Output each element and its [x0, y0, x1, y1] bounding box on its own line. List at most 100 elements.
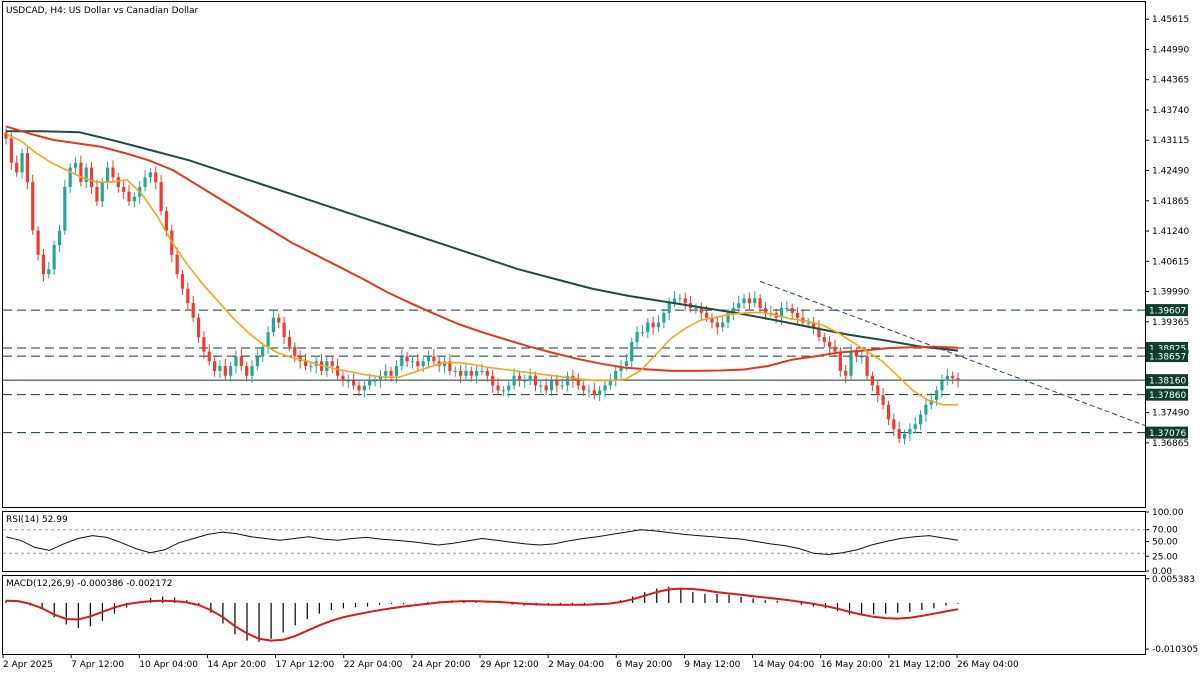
level-price-tag — [1146, 426, 1188, 439]
candle-body — [389, 370, 393, 376]
candle-body — [475, 370, 479, 376]
candle-body — [806, 322, 810, 324]
candle-body — [261, 346, 265, 357]
candle-body — [587, 390, 591, 392]
candle-body — [565, 375, 570, 386]
candle-body — [405, 356, 409, 362]
time-tick-label: 6 May 20:00 — [616, 660, 672, 670]
price-tick-label: 1.41865 — [1152, 197, 1189, 207]
candle-body — [517, 375, 522, 381]
candle-body — [576, 380, 580, 386]
candle-body — [897, 429, 901, 439]
candle-body — [4, 132, 8, 139]
candle-body — [394, 366, 399, 376]
candle-body — [20, 153, 24, 173]
candle-body — [63, 186, 67, 231]
candle-body — [36, 230, 40, 255]
candle-body — [854, 351, 858, 357]
candle-body — [608, 380, 612, 386]
candle-body — [122, 186, 126, 192]
candle-body — [512, 375, 516, 386]
candle-body — [811, 322, 816, 328]
candle-body — [694, 308, 698, 310]
level-price-tag — [1146, 350, 1188, 363]
candle-body — [416, 361, 420, 367]
candle-body — [378, 375, 382, 381]
time-tick-label: 16 May 20:00 — [821, 660, 883, 670]
candle-body — [892, 419, 896, 430]
candle-body — [731, 308, 735, 313]
candle-body — [651, 322, 655, 328]
price-pane[interactable]: 1.45615 1.44990 1.44365 1.43740 1.43115 1.424… — [2, 1, 1190, 508]
candle-body — [271, 317, 276, 333]
candle-body — [785, 308, 789, 310]
candle-body — [769, 312, 773, 314]
candle-body — [239, 356, 243, 367]
candle-body — [710, 317, 714, 323]
candle-body — [25, 153, 29, 183]
candle-body — [73, 162, 78, 168]
candle-body — [908, 429, 912, 434]
candle-body — [742, 298, 746, 304]
candle-body — [913, 424, 917, 430]
candle-body — [330, 361, 334, 367]
candle-body — [865, 356, 869, 376]
medium-moving-average-line — [5, 125, 959, 372]
candle-body — [293, 346, 297, 357]
candle-body — [346, 380, 350, 382]
candle-body — [218, 366, 222, 371]
candle-body — [448, 361, 452, 371]
candle-body — [9, 138, 13, 163]
macd-label: MACD(12,26,9) -0.000386 -0.002172 — [6, 579, 172, 589]
rsi-pane[interactable]: 100.00 70.00 50.00 25.00 0.00 RSI(14) 52.99 — [2, 508, 1184, 577]
candle-body — [31, 182, 35, 231]
time-tick-label: 22 Apr 04:00 — [344, 660, 403, 670]
candle-body — [175, 254, 179, 275]
trend-line[interactable] — [759, 280, 1146, 426]
rsi-levels — [3, 529, 1145, 554]
candle-body — [844, 370, 848, 376]
candle-body — [678, 298, 682, 300]
candle-body — [266, 332, 270, 347]
candle-body — [603, 385, 607, 391]
chart-title: USDCAD, H4: US Dollar vs Canadian Dollar — [6, 6, 199, 16]
macd-tick-label: -0.010305 — [1152, 645, 1198, 655]
candle-body — [672, 298, 677, 304]
level-price-tag — [1146, 304, 1188, 317]
candle-body — [539, 385, 543, 387]
level-price-tag — [1146, 374, 1188, 387]
macd-signal-path — [5, 587, 959, 642]
candle-body — [250, 366, 254, 376]
candle-body — [373, 380, 377, 382]
candle-body — [100, 182, 104, 202]
candle-body — [159, 182, 163, 212]
candle-body — [84, 167, 88, 183]
candle-body — [940, 380, 944, 391]
time-tick-label: 24 Apr 20:00 — [412, 660, 471, 670]
candle-body — [143, 177, 147, 187]
candle-body — [154, 172, 158, 183]
level-price-text: 1.38825 — [1149, 344, 1186, 354]
candle-body — [41, 254, 46, 275]
price-axis: 1.45615 1.44990 1.44365 1.43740 1.43115 1.424… — [1145, 15, 1189, 449]
rsi-line — [5, 529, 959, 556]
candle-body — [544, 385, 548, 391]
macd-signal-line — [5, 587, 959, 642]
candle-body — [929, 399, 933, 405]
candle-body — [57, 230, 62, 246]
price-tick-label: 1.44365 — [1152, 76, 1189, 86]
candle-body — [951, 375, 955, 379]
candle-body — [47, 269, 51, 275]
macd-pane[interactable]: 0.005383 -0.010305 MACD(12,26,9) -0.00038… — [2, 575, 1199, 655]
candle-body — [79, 162, 83, 183]
candle-body — [287, 337, 292, 347]
candle-body — [924, 404, 928, 415]
price-tick-label: 1.45615 — [1152, 15, 1189, 25]
candle-body — [303, 361, 308, 367]
candle-body — [945, 375, 949, 381]
candle-body — [582, 385, 586, 391]
candle-body — [459, 370, 463, 376]
rsi-tick-label: 100.00 — [1152, 508, 1184, 518]
candle-body — [630, 341, 634, 362]
